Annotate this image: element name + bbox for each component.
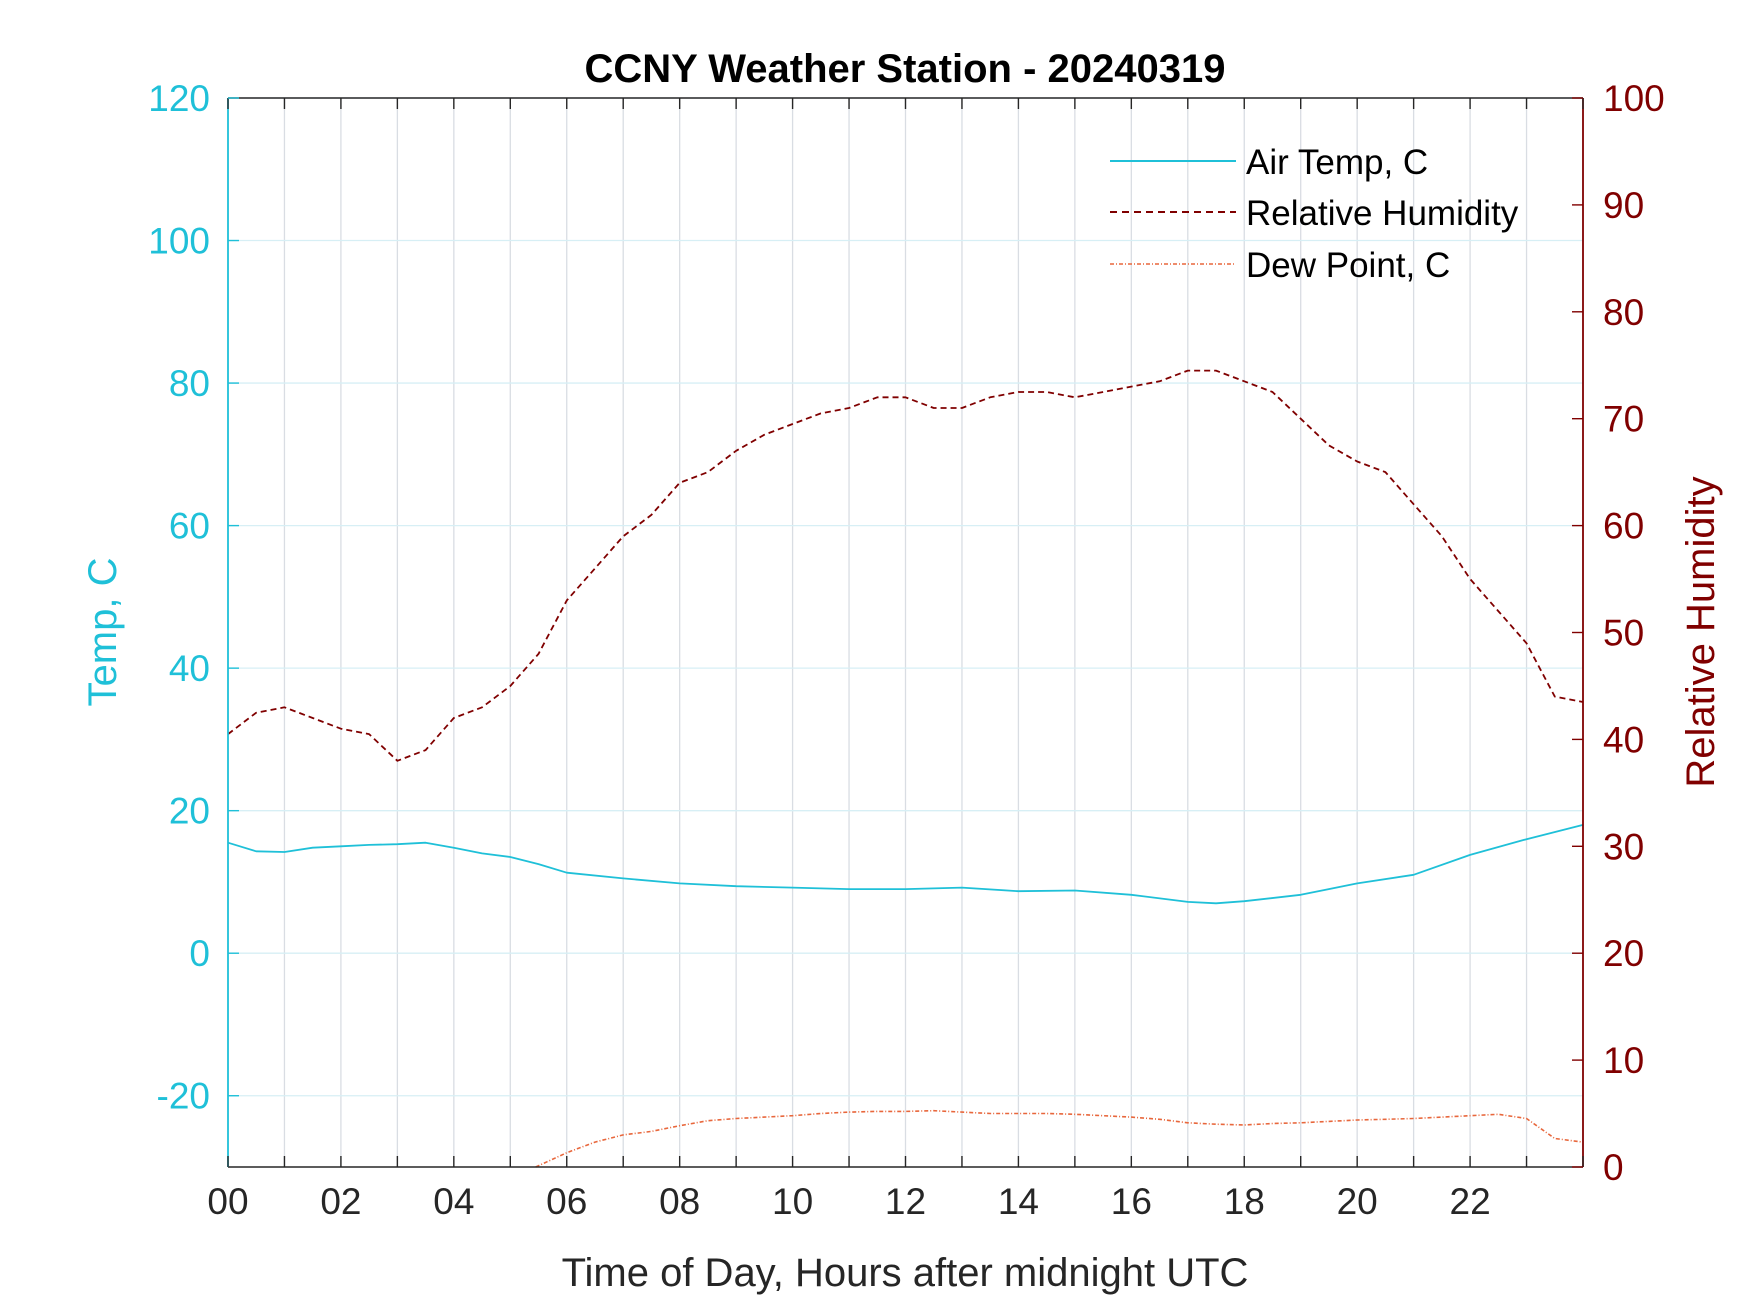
y-right-tick-label-10: 10 — [1603, 1040, 1644, 1081]
y-right-tick-label-40: 40 — [1603, 719, 1644, 760]
series — [227, 369, 1584, 1168]
x-tick-label-06: 06 — [546, 1181, 587, 1222]
tick-labels: 00 02 04 06 08 10 12 14 16 18 20 22-200204060801001… — [148, 78, 1664, 1222]
y-left-tick-label-80: 80 — [169, 363, 210, 404]
x-tick-label-16: 16 — [1111, 1181, 1152, 1222]
grid — [228, 97, 1583, 1167]
y-axis-right-label: Relative Humidity — [1679, 476, 1723, 787]
y-left-tick-label-40: 40 — [169, 648, 210, 689]
y-right-tick-label-30: 30 — [1603, 826, 1644, 867]
y-right-tick-label-100: 100 — [1603, 78, 1665, 119]
y-left-tick-label-60: 60 — [169, 506, 210, 547]
x-axis-label: Time of Day, Hours after midnight UTC — [562, 1251, 1249, 1295]
y-right-tick-label-0: 0 — [1603, 1147, 1624, 1188]
y-right-tick-label-20: 20 — [1603, 933, 1644, 974]
x-tick-label-12: 12 — [885, 1181, 926, 1222]
x-tick-label-18: 18 — [1224, 1181, 1265, 1222]
y-left-tick-label-20: 20 — [169, 791, 210, 832]
y-left-tick-label--20: -20 — [157, 1076, 210, 1117]
y-left-tick-label-0: 0 — [189, 933, 210, 974]
series-line-0 — [227, 824, 1584, 905]
y-axis-left-label: Temp, C — [81, 558, 125, 707]
x-tick-label-10: 10 — [772, 1181, 813, 1222]
legend-label-air-temp: Air Temp, C — [1246, 143, 1428, 182]
y-right-tick-label-50: 50 — [1603, 613, 1644, 654]
y-right-tick-label-80: 80 — [1603, 292, 1644, 333]
y-left-tick-label-120: 120 — [148, 78, 210, 119]
series-line-2 — [535, 1109, 1584, 1168]
x-tick-label-08: 08 — [659, 1181, 700, 1222]
x-tick-label-02: 02 — [320, 1181, 361, 1222]
x-tick-label-20: 20 — [1337, 1181, 1378, 1222]
axes — [227, 97, 1584, 1168]
x-tick-label-00: 00 — [207, 1181, 248, 1222]
y-left-tick-label-100: 100 — [148, 221, 210, 262]
x-tick-label-04: 04 — [433, 1181, 474, 1222]
chart-title: CCNY Weather Station - 20240319 — [585, 47, 1226, 91]
y-right-tick-label-60: 60 — [1603, 506, 1644, 547]
legend-label-humidity: Relative Humidity — [1246, 194, 1519, 233]
x-tick-label-22: 22 — [1450, 1181, 1491, 1222]
legend-label-dew-point: Dew Point, C — [1246, 246, 1450, 285]
legend: Air Temp, C Relative Humidity Dew Point,… — [1110, 143, 1519, 285]
series-line-1 — [227, 369, 1584, 762]
y-right-tick-label-90: 90 — [1603, 185, 1644, 226]
y-right-tick-label-70: 70 — [1603, 399, 1644, 440]
x-tick-label-14: 14 — [998, 1181, 1039, 1222]
